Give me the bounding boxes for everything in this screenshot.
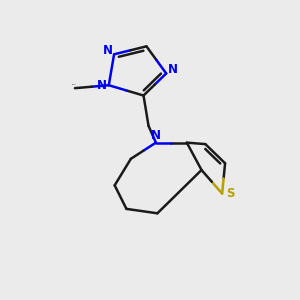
Text: methyl: methyl xyxy=(72,84,77,85)
Text: S: S xyxy=(226,187,235,200)
Text: N: N xyxy=(151,129,161,142)
Text: N: N xyxy=(96,79,106,92)
Text: N: N xyxy=(168,63,178,76)
Text: N: N xyxy=(103,44,112,57)
